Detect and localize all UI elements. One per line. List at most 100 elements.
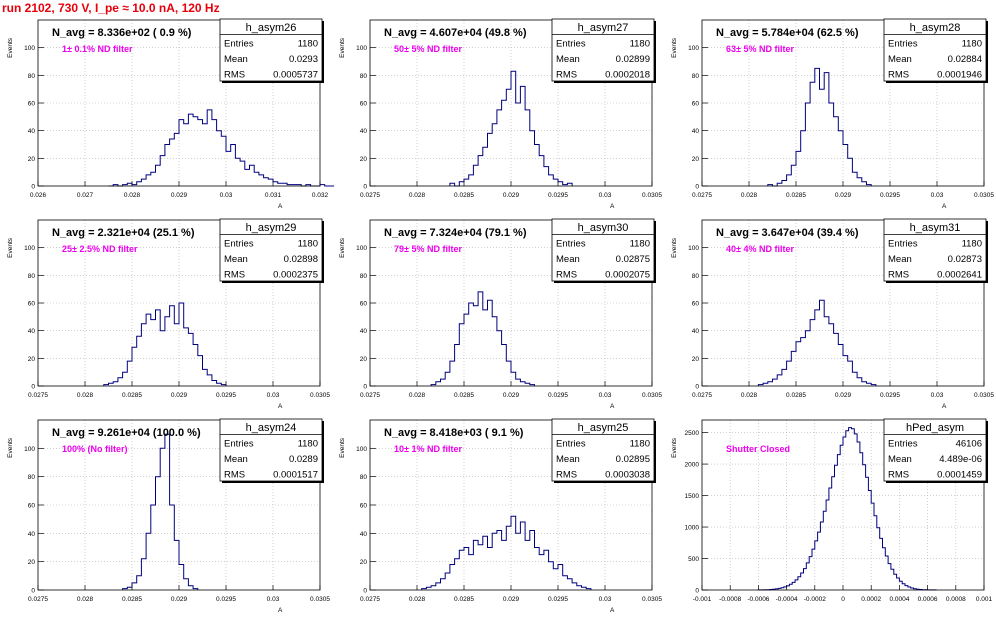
stats-label: Entries [556,39,586,50]
x-tick-label: 0.029 [171,392,188,399]
stats-label: Mean [888,254,912,265]
n-avg-label: N_avg = 3.647e+04 (39.4 %) [716,227,859,239]
x-tick-label: 0.0305 [310,596,330,603]
stats-box-title: h_asym28 [910,22,961,34]
n-avg-label: N_avg = 8.418e+03 ( 9.1 %) [384,427,524,439]
stats-label: Mean [224,254,248,265]
filter-note: 25± 2.5% ND filter [62,244,138,254]
x-tick-label: 0.0295 [548,392,568,399]
y-tick-label: 60 [360,101,368,108]
y-axis-title: Events [7,437,14,458]
x-tick-label: 0.0275 [28,596,48,603]
stats-label: Entries [224,39,254,50]
y-tick-label: 80 [360,73,368,80]
stats-value: 0.0005737 [273,70,318,81]
stats-box [551,418,655,482]
x-tick-label: 0.0275 [28,392,48,399]
filter-note: 40± 4% ND filter [726,244,794,254]
y-tick-label: 100 [24,446,35,453]
stats-value: 0.0002375 [273,270,318,281]
x-tick-label: 0.028 [77,596,94,603]
y-tick-label: 80 [360,273,368,280]
stats-label: Mean [556,454,580,465]
y-tick-label: 40 [28,531,36,538]
plot-panel-h_asym31: 0.0275 0.028 0.0285 0.029 0.0295 0.03 0.0305 0 2… [664,218,996,418]
y-axis-title: Events [7,37,14,58]
x-tick-label: 0 [841,596,845,603]
stats-label: RMS [888,470,909,481]
y-tick-label: 100 [24,45,35,52]
stats-label: Mean [888,454,912,465]
y-tick-label: 60 [692,301,700,308]
histogram-series [122,433,199,590]
x-tick-label: 0.029 [503,392,520,399]
y-tick-label: 60 [28,301,36,308]
y-tick-label: 20 [28,559,36,566]
y-tick-label: 2000 [685,462,700,469]
histogram-series [430,291,535,386]
x-axis-title: A [278,203,283,210]
stats-label: RMS [556,70,577,81]
x-tick-label: 0.0295 [548,596,568,603]
stats-label: RMS [224,470,245,481]
stats-label: RMS [556,470,577,481]
y-tick-label: 0 [31,184,35,191]
x-tick-label: 0.0275 [360,192,380,199]
stats-value: 0.02899 [616,54,650,65]
y-tick-label: 40 [692,328,700,335]
filter-note: 50± 5% ND filter [394,44,462,54]
stats-label: RMS [888,70,909,81]
x-tick-label: 0.03 [599,596,612,603]
stats-box [219,418,323,482]
y-tick-label: 80 [28,273,36,280]
plot-panel-h_asym28: 0.0275 0.028 0.0285 0.029 0.0295 0.03 0.0305 0 2… [664,18,996,218]
stats-label: Mean [224,54,248,65]
stats-value: 0.0002641 [937,270,982,281]
x-tick-label: 0.0275 [360,596,380,603]
filter-note: 79± 5% ND filter [394,244,462,254]
y-tick-label: 0 [31,384,35,391]
y-tick-label: 20 [28,156,36,163]
histogram-series [103,302,227,386]
x-axis-title: A [610,403,615,410]
y-tick-label: 0 [695,384,699,391]
y-tick-label: 20 [692,356,700,363]
stats-value: 0.0001459 [937,470,982,481]
stats-box [883,218,987,282]
filter-note: Shutter Closed [726,444,790,454]
stats-label: Mean [556,54,580,65]
x-tick-label: 0.029 [503,192,520,199]
y-tick-label: 20 [360,559,368,566]
stats-box-title: h_asym29 [246,222,297,234]
x-axis-title: A [942,403,947,410]
stats-value: 0.0289 [289,454,318,465]
n-avg-label: N_avg = 7.324e+04 (79.1 %) [384,227,527,239]
stats-value: 4.489e-06 [939,454,982,465]
stats-value: 0.0002075 [605,270,650,281]
histogram-series [108,109,335,187]
y-tick-label: 100 [688,45,699,52]
x-tick-label: 0.0305 [642,596,662,603]
histogram-plot: 0.0275 0.028 0.0285 0.029 0.0295 0.03 0.0305 0 2… [339,18,662,210]
x-axis-title: A [278,607,283,614]
stats-label: RMS [888,270,909,281]
histogram-series [757,427,937,591]
plot-panel-hPed_asym: -0.001 -0.0008 -0.0006 -0.0004 -0.0002 0 0.000… [664,418,996,622]
x-tick-label: 0.03 [220,192,233,199]
stats-value: 0.0003038 [605,470,650,481]
histogram-plot: 0.0275 0.028 0.0285 0.029 0.0295 0.03 0.0305 0 2… [7,418,330,614]
histogram-plot: 0.0275 0.028 0.0285 0.029 0.0295 0.03 0.0305 0 2… [671,218,994,410]
stats-box-title: h_asym26 [246,22,297,34]
stats-label: Entries [556,439,586,450]
x-tick-label: 0.0285 [454,596,474,603]
x-tick-label: 0.03 [267,392,280,399]
y-tick-label: 2500 [685,430,700,437]
n-avg-label: N_avg = 9.261e+04 (100.0 %) [52,427,201,439]
histogram-plot: 0.0275 0.028 0.0285 0.029 0.0295 0.03 0.0305 0 2… [339,418,662,614]
y-tick-label: 20 [28,356,36,363]
stats-value: 0.02884 [948,54,982,65]
y-tick-label: 0 [695,588,699,595]
histogram-series [757,299,877,386]
x-tick-label: 0.029 [503,596,520,603]
stats-label: Mean [224,454,248,465]
